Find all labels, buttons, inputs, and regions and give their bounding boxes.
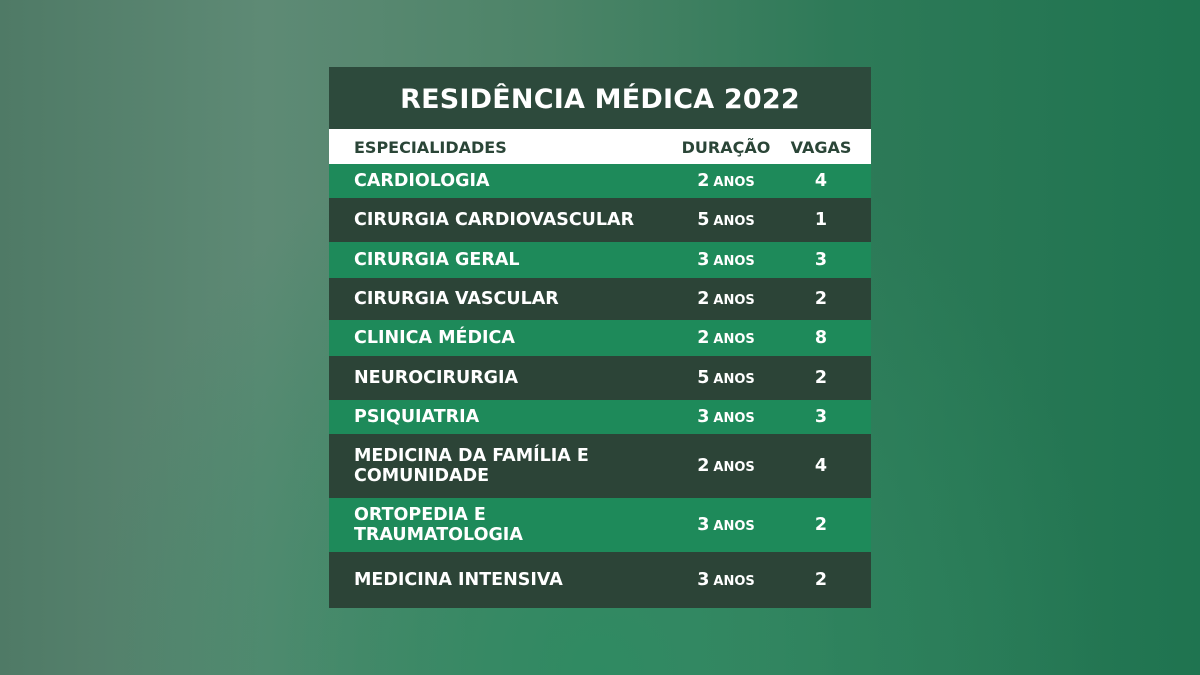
duration-value: 2 (697, 289, 710, 309)
specialty-name-line: CLINICA MÉDICA (354, 328, 515, 348)
duration-value: 2 (697, 456, 710, 476)
duration-value: 3 (697, 570, 710, 590)
table-body: CARDIOLOGIA 2 ANOS 4 CIRURGIA CARDIOVASCULAR… (329, 164, 871, 608)
specialty-name-line: CIRURGIA GERAL (354, 250, 520, 270)
specialty-name: PSIQUIATRIA (354, 407, 479, 427)
specialty-name-line: NEUROCIRURGIA (354, 368, 519, 388)
duration-unit: ANOS (713, 254, 755, 269)
header-vagas: VAGAS (790, 138, 852, 157)
duration-cell: 2 ANOS (679, 171, 773, 191)
specialty-name-line: CIRURGIA VASCULAR (354, 289, 559, 309)
specialty-name-line: ORTOPEDIA E (354, 505, 486, 525)
duration-value: 2 (697, 328, 710, 348)
specialty-name-line: CARDIOLOGIA (354, 171, 490, 191)
vacancies-value: 2 (814, 289, 828, 309)
specialty-name: NEUROCIRURGIA (354, 368, 518, 388)
duration-unit: ANOS (713, 332, 755, 347)
table-row: MEDICINA INTENSIVA 3 ANOS 2 (329, 552, 871, 608)
vacancies-value: 3 (814, 250, 828, 270)
specialty-name-line: CIRURGIA CARDIOVASCULAR (354, 210, 635, 230)
duration-value: 5 (697, 368, 710, 388)
specialty-name-line: MEDICINA DA FAMÍLIA E (354, 446, 589, 466)
vacancies-value: 2 (814, 368, 828, 388)
specialty-name: MEDICINA DA FAMÍLIA E COMUNIDADE (354, 446, 589, 486)
duration-value: 2 (697, 171, 710, 191)
specialty-name-line: COMUNIDADE (354, 466, 490, 486)
vacancies-value: 2 (814, 515, 828, 535)
residency-table: RESIDÊNCIA MÉDICA 2022 ESPECIALIDADES DU… (329, 67, 871, 608)
vacancies-value: 4 (814, 171, 828, 191)
specialty-name: CARDIOLOGIA (354, 171, 490, 191)
duration-cell: 3 ANOS (679, 250, 773, 270)
duration-cell: 3 ANOS (679, 570, 773, 590)
table-row: CIRURGIA GERAL 3 ANOS 3 (329, 242, 871, 278)
table-row: ORTOPEDIA E TRAUMATOLOGIA 3 ANOS 2 (329, 498, 871, 552)
table-row: CIRURGIA VASCULAR 2 ANOS 2 (329, 278, 871, 320)
specialty-name: CIRURGIA GERAL (354, 250, 520, 270)
specialty-name: MEDICINA INTENSIVA (354, 570, 563, 590)
table-title: RESIDÊNCIA MÉDICA 2022 (400, 84, 800, 115)
duration-unit: ANOS (713, 372, 755, 387)
duration-value: 3 (697, 407, 710, 427)
vacancies-value: 3 (814, 407, 828, 427)
specialty-name-line: TRAUMATOLOGIA (354, 525, 523, 545)
duration-cell: 3 ANOS (679, 407, 773, 427)
duration-unit: ANOS (713, 460, 755, 475)
table-row: CLINICA MÉDICA 2 ANOS 8 (329, 320, 871, 356)
table-row: NEUROCIRURGIA 5 ANOS 2 (329, 356, 871, 400)
duration-unit: ANOS (713, 175, 755, 190)
table-row: MEDICINA DA FAMÍLIA E COMUNIDADE 2 ANOS 4 (329, 434, 871, 498)
specialty-name: ORTOPEDIA E TRAUMATOLOGIA (354, 505, 523, 545)
specialty-name-line: MEDICINA INTENSIVA (354, 570, 563, 590)
specialty-name: CLINICA MÉDICA (354, 328, 515, 348)
duration-cell: 2 ANOS (679, 456, 773, 476)
vacancies-value: 2 (814, 570, 828, 590)
duration-cell: 2 ANOS (679, 328, 773, 348)
vacancies-value: 1 (814, 210, 828, 230)
table-header: ESPECIALIDADES DURAÇÃO VAGAS (329, 129, 871, 164)
duration-unit: ANOS (713, 214, 755, 229)
duration-cell: 2 ANOS (679, 289, 773, 309)
duration-value: 3 (697, 515, 710, 535)
duration-cell: 5 ANOS (679, 210, 773, 230)
table-row: CIRURGIA CARDIOVASCULAR 5 ANOS 1 (329, 198, 871, 242)
header-duracao: DURAÇÃO (681, 138, 771, 157)
duration-value: 3 (697, 250, 710, 270)
table-row: PSIQUIATRIA 3 ANOS 3 (329, 400, 871, 434)
specialty-name-line: PSIQUIATRIA (354, 407, 480, 427)
duration-unit: ANOS (713, 574, 755, 589)
vacancies-value: 8 (814, 328, 828, 348)
duration-cell: 5 ANOS (679, 368, 773, 388)
specialty-name: CIRURGIA CARDIOVASCULAR (354, 210, 634, 230)
duration-cell: 3 ANOS (679, 515, 773, 535)
duration-unit: ANOS (713, 293, 755, 308)
specialty-name: CIRURGIA VASCULAR (354, 289, 559, 309)
vacancies-value: 4 (814, 456, 828, 476)
duration-unit: ANOS (713, 411, 755, 426)
duration-value: 5 (697, 210, 710, 230)
table-row: CARDIOLOGIA 2 ANOS 4 (329, 164, 871, 198)
duration-unit: ANOS (713, 519, 755, 534)
header-especialidades: ESPECIALIDADES (354, 138, 507, 157)
